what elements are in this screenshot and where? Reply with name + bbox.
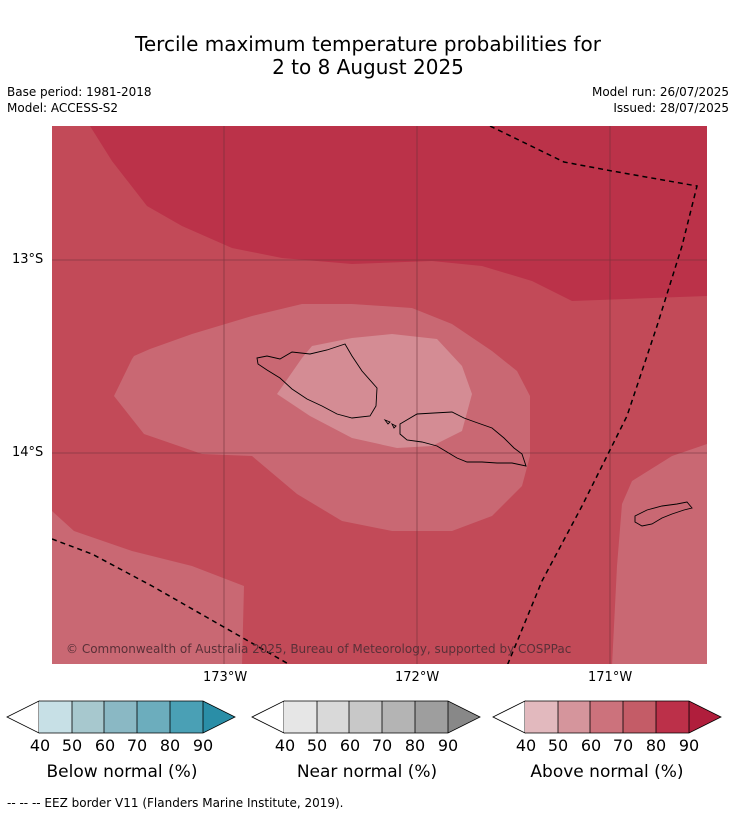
above-tick-50: 50 (547, 736, 569, 755)
above-tick-80: 80 (645, 736, 667, 755)
near-swatch-2 (317, 701, 349, 733)
below-tick-40: 40 (29, 736, 51, 755)
copyright-notice: © Commonwealth of Australia 2025, Bureau… (66, 642, 571, 656)
island-tutuila (634, 501, 693, 527)
issued-date: Issued: 28/07/2025 (613, 101, 729, 115)
below-swatch-6 (203, 701, 235, 733)
near-tick-50: 50 (306, 736, 328, 755)
above-swatch-3 (590, 701, 623, 733)
chart-title-line1: Tercile maximum temperature probabilitie… (135, 32, 601, 56)
island-savaii (256, 343, 378, 419)
below-swatch-3 (104, 701, 137, 733)
above-swatch-6 (689, 701, 721, 733)
probability-map: © Commonwealth of Australia 2025, Bureau… (52, 126, 707, 664)
lat-tick-13s: 13°S (12, 252, 44, 267)
colorbar-near-normal (251, 700, 481, 734)
eez-footnote: -- -- -- EEZ border V11 (Flanders Marine… (7, 796, 344, 810)
chart-title-line2: 2 to 8 August 2025 (272, 55, 464, 79)
graticule (52, 126, 707, 664)
zone-80-north (90, 126, 707, 301)
below-normal-label: Below normal (%) (46, 762, 198, 782)
island-small (383, 418, 391, 425)
base-period: Base period: 1981-2018 (7, 85, 152, 99)
above-tick-60: 60 (580, 736, 602, 755)
above-swatch-1 (525, 701, 558, 733)
island-manono (390, 422, 397, 429)
lon-tick-173w: 173°W (203, 670, 248, 685)
zone-50-inner (277, 334, 472, 448)
near-swatch-3 (349, 701, 382, 733)
near-tick-80: 80 (404, 736, 426, 755)
below-swatch-4 (137, 701, 170, 733)
above-normal-label: Above normal (%) (530, 762, 684, 782)
below-tick-60: 60 (94, 736, 116, 755)
below-tick-50: 50 (61, 736, 83, 755)
near-tick-70: 70 (371, 736, 393, 755)
colorbar-above-normal (492, 700, 722, 734)
near-swatch-6 (448, 701, 480, 733)
near-swatch-1 (284, 701, 317, 733)
model-name: Model: ACCESS-S2 (7, 101, 119, 115)
lon-tick-171w: 171°W (588, 670, 633, 685)
above-tick-90: 90 (678, 736, 700, 755)
near-swatch-4 (382, 701, 415, 733)
above-swatch-4 (623, 701, 656, 733)
near-tick-60: 60 (339, 736, 361, 755)
below-swatch-1 (39, 701, 72, 733)
above-swatch-2 (558, 701, 590, 733)
island-upolu (399, 411, 527, 467)
colorbar-below-normal (6, 700, 236, 734)
below-swatch-5 (170, 701, 203, 733)
below-tick-90: 90 (192, 736, 214, 755)
near-normal-label: Near normal (%) (296, 762, 438, 782)
zone-60-southeast (612, 444, 707, 664)
below-swatch-2 (72, 701, 104, 733)
above-tick-40: 40 (515, 736, 537, 755)
zone-60-southwest (52, 511, 244, 664)
near-swatch-5 (415, 701, 448, 733)
above-swatch-5 (656, 701, 689, 733)
model-run: Model run: 26/07/2025 (591, 85, 729, 99)
below-tick-70: 70 (126, 736, 148, 755)
eez-border (52, 126, 698, 664)
below-tick-80: 80 (159, 736, 181, 755)
lat-tick-14s: 14°S (12, 445, 44, 460)
lon-tick-172w: 172°W (395, 670, 440, 685)
near-tick-40: 40 (274, 736, 296, 755)
above-tick-70: 70 (612, 736, 634, 755)
near-tick-90: 90 (437, 736, 459, 755)
